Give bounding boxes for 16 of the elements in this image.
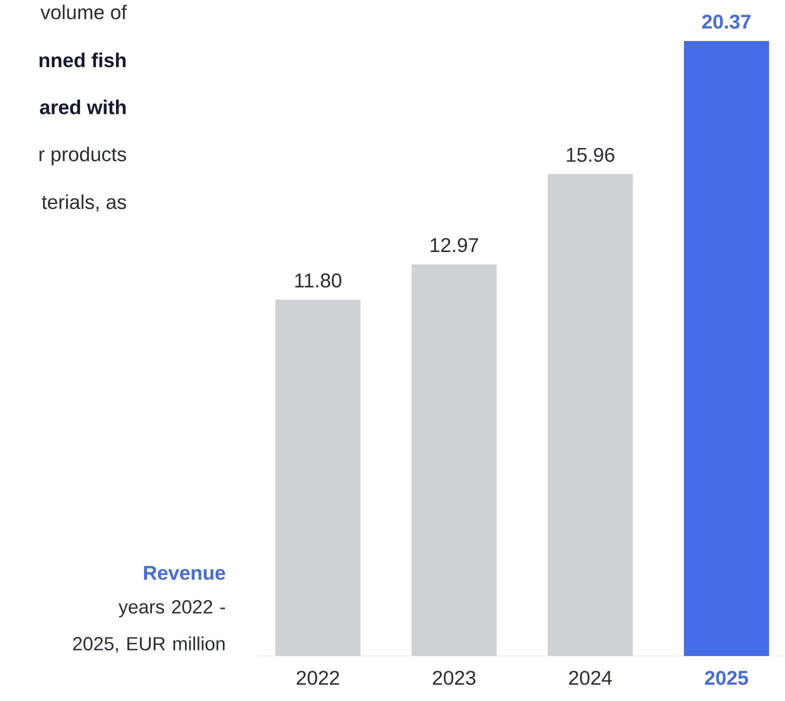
x-tick-label: 2023 — [432, 670, 476, 685]
x-tick-label: 2024 — [569, 670, 612, 685]
data-label: 15.96 — [566, 148, 614, 162]
text: nned fish — [40, 52, 126, 68]
text: years 2022 - 2025, EUR million — [73, 600, 225, 653]
data-label: 11.80 — [295, 273, 342, 288]
data-label: 20.37 — [702, 14, 751, 29]
text: terials, as — [42, 194, 126, 212]
data-label: 12.97 — [430, 238, 478, 252]
text: ared with — [40, 100, 126, 114]
text: r products — [40, 146, 126, 166]
text: Revenue — [144, 566, 226, 580]
x-tick-label: 2025 — [704, 670, 748, 685]
bar — [684, 40, 770, 656]
text: volume of — [40, 4, 127, 20]
x-tick-label: 2022 — [296, 670, 340, 685]
